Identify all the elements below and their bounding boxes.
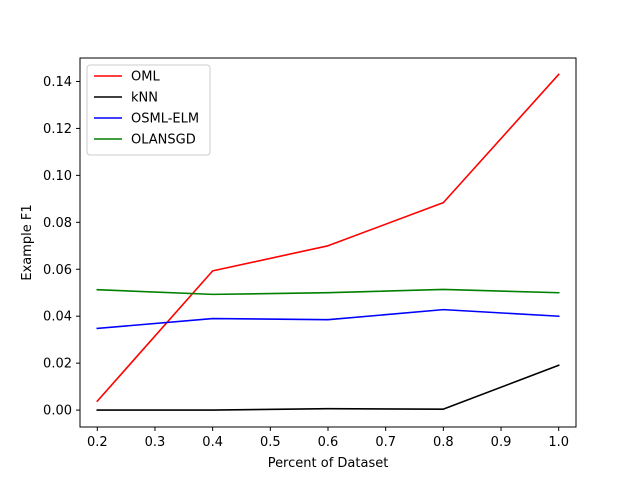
x-tick-label: 0.5 — [260, 435, 281, 450]
y-tick-label: 0.04 — [43, 310, 72, 325]
y-tick-label: 0.14 — [43, 75, 72, 90]
x-axis-ticks: 0.2 0.3 0.4 0.5 0.6 0.7 0.8 0.9 1.0 — [87, 427, 569, 450]
y-tick-label: 0.10 — [43, 169, 72, 184]
series-line-oml — [96, 73, 560, 403]
legend-label: kNN — [131, 91, 158, 106]
x-tick-label: 0.7 — [375, 435, 396, 450]
x-tick-label: 0.9 — [491, 435, 512, 450]
x-axis-label: Percent of Dataset — [268, 456, 389, 471]
series-layer — [96, 73, 560, 411]
legend-label: OML — [131, 70, 160, 85]
legend-item: OLANSGD — [94, 133, 196, 148]
y-tick-label: 0.02 — [43, 357, 72, 372]
series-line-knn — [96, 364, 560, 411]
x-tick-label: 0.3 — [145, 435, 166, 450]
y-axis-label: Example F1 — [20, 204, 35, 280]
legend-item: OML — [94, 70, 160, 85]
y-axis-ticks: 0.00 0.02 0.04 0.06 0.08 0.10 0.12 0.14 — [43, 75, 80, 419]
x-tick-label: 0.6 — [318, 435, 339, 450]
y-tick-label: 0.06 — [43, 263, 72, 278]
legend-label: OLANSGD — [131, 133, 196, 148]
series-line-olansgd — [96, 288, 560, 296]
legend-label: OSML-ELM — [131, 112, 199, 127]
legend: OML kNN OSML-ELM OLANSGD — [86, 64, 211, 156]
series-line-osml-elm — [96, 308, 560, 330]
x-tick-label: 0.8 — [433, 435, 454, 450]
legend-item: kNN — [94, 91, 158, 106]
x-tick-label: 1.0 — [548, 435, 569, 450]
y-tick-label: 0.00 — [43, 404, 72, 419]
legend-item: OSML-ELM — [94, 112, 199, 127]
y-tick-label: 0.12 — [43, 122, 72, 137]
y-tick-label: 0.08 — [43, 216, 72, 231]
x-tick-label: 0.2 — [87, 435, 108, 450]
legend-box — [86, 64, 211, 156]
x-tick-label: 0.4 — [202, 435, 223, 450]
